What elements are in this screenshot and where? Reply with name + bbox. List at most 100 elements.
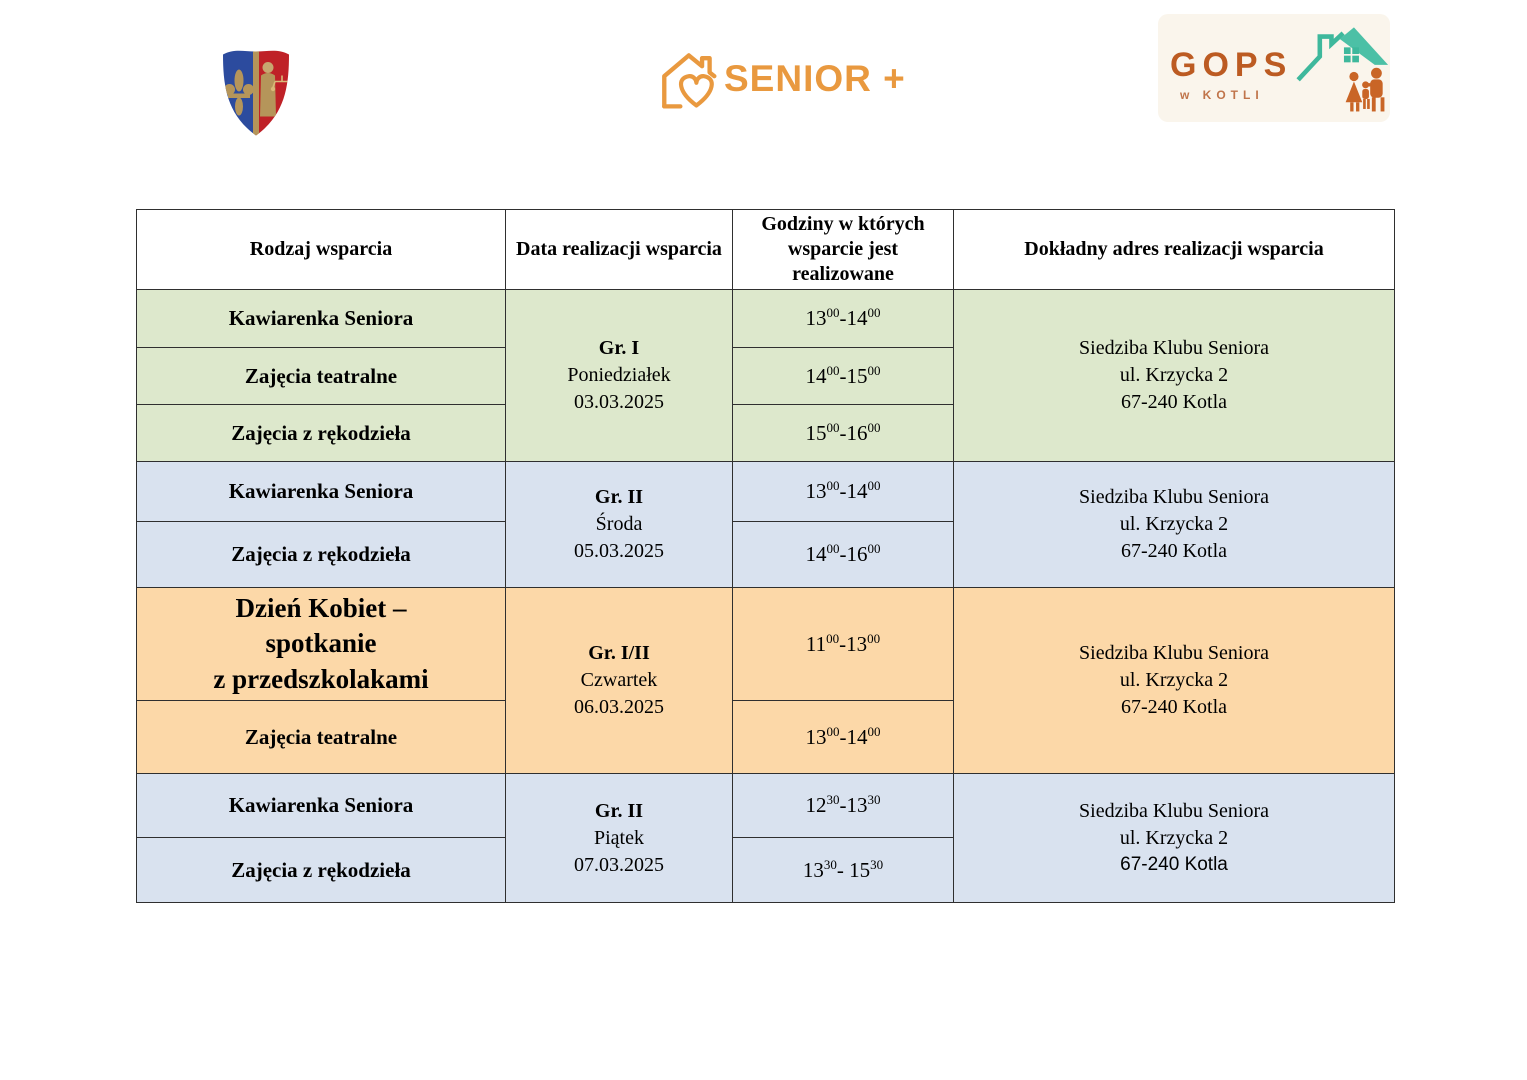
time-range: 1330- 1530 — [732, 837, 954, 903]
start-minutes-sup: 00 — [826, 305, 840, 320]
end-hour: 15 — [846, 363, 868, 388]
start-minutes-sup: 30 — [826, 792, 840, 807]
table-row: Kawiarenka Seniora Gr. II Środa 05.03.20… — [136, 461, 1395, 588]
time-range: 1230-1330 — [732, 773, 954, 838]
time-range: 1300-1400 — [732, 461, 954, 522]
start-hour: 11 — [805, 631, 827, 656]
start-hour: 13 — [802, 857, 824, 882]
activity-cell: Kawiarenka Seniora — [136, 773, 506, 838]
group-label: Gr. II — [594, 486, 644, 508]
address-line: ul. Krzycka 2 — [1119, 669, 1229, 691]
start-minutes-sup: 00 — [826, 630, 840, 646]
address-cell: Siedziba Klubu Seniora ul. Krzycka 2 67-… — [953, 289, 1395, 462]
table-row: Kawiarenka Seniora Gr. II Piątek 07.03.2… — [136, 773, 1395, 903]
schedule-cell: Gr. II Środa 05.03.2025 — [505, 461, 733, 588]
coat-of-arms-kotla-icon — [216, 40, 296, 145]
group-label: Gr. I/II — [588, 642, 650, 664]
col-header-godziny: Godziny w których wsparcie jest realizow… — [732, 209, 954, 290]
date-label: 05.03.2025 — [574, 540, 664, 562]
header-row: Rodzaj wsparcia Data realizacji wsparcia… — [136, 209, 1395, 290]
fleur-de-lis-icon — [224, 69, 254, 116]
start-minutes-sup: 00 — [826, 541, 840, 556]
end-minutes-sup: 00 — [867, 541, 881, 556]
address-line: ul. Krzycka 2 — [1119, 364, 1229, 386]
end-hour: 14 — [846, 479, 868, 503]
end-minutes-sup: 00 — [867, 478, 881, 493]
dash: - — [839, 479, 847, 503]
start-hour: 13 — [805, 479, 827, 503]
time-range: 1300-1400 — [732, 289, 954, 348]
dash: - — [839, 306, 847, 330]
end-hour: 14 — [846, 724, 868, 749]
time-range: 1400-1600 — [732, 521, 954, 588]
address-line: ul. Krzycka 2 — [1119, 827, 1229, 850]
day-label: Czwartek — [580, 669, 658, 691]
col-header-rodzaj-wsparcia: Rodzaj wsparcia — [136, 209, 506, 290]
day-label: Środa — [595, 513, 643, 535]
house-heart-icon — [662, 53, 717, 109]
start-hour: 14 — [805, 363, 827, 388]
date-label: 03.03.2025 — [574, 391, 664, 413]
table-row: Dzień Kobiet – spotkanie z przedszkolaka… — [136, 587, 1395, 774]
schedule-cell: Gr. I Poniedziałek 03.03.2025 — [505, 289, 733, 462]
end-hour: 16 — [846, 420, 868, 445]
end-hour: 15 — [849, 857, 871, 882]
table-row: Zajęcia teatralne 1400-1500 — [136, 347, 1395, 405]
dash: - — [839, 631, 847, 656]
gops-title: GOPS — [1170, 46, 1293, 84]
table-row: Zajęcia teatralne 1300-1400 — [136, 700, 1395, 774]
address-line: 67-240 Kotla — [1120, 696, 1228, 718]
start-minutes-sup: 00 — [826, 723, 840, 739]
dash: - — [839, 542, 847, 566]
address-line: 67-240 Kotla — [1120, 540, 1228, 562]
address-line: 67-240 Kotla — [1120, 391, 1228, 413]
start-minutes-sup: 30 — [823, 856, 837, 872]
day-label: Poniedziałek — [567, 364, 671, 386]
roof-fill-icon — [1340, 27, 1389, 65]
address-line: Siedziba Klubu Seniora — [1079, 642, 1269, 664]
senior-plus-wordmark: SENIOR + — [724, 58, 906, 99]
col-header-data-realizacji: Data realizacji wsparcia — [505, 209, 733, 290]
time-range: 1300-1400 — [732, 700, 954, 774]
address-cell: Siedziba Klubu Seniora ul. Krzycka 2 67-… — [953, 587, 1395, 774]
end-minutes-sup: 00 — [867, 723, 881, 739]
activity-cell: Kawiarenka Seniora — [136, 289, 506, 348]
date-label: 06.03.2025 — [574, 696, 664, 718]
end-minutes-sup: 00 — [867, 305, 881, 320]
dash: - — [839, 793, 847, 817]
table-row: Zajęcia z rękodzieła 1400-1600 — [136, 521, 1395, 588]
activity-cell: Kawiarenka Seniora — [136, 461, 506, 522]
end-minutes-sup: 00 — [867, 419, 881, 435]
family-icon — [1345, 67, 1385, 112]
day-label: Piątek — [594, 826, 644, 849]
start-minutes-sup: 00 — [826, 478, 840, 493]
schedule-cell: Gr. I/II Czwartek 06.03.2025 — [505, 587, 733, 774]
address-line: Siedziba Klubu Seniora — [1079, 800, 1269, 823]
table-row: Kawiarenka Seniora Gr. I Poniedziałek 03… — [136, 289, 1395, 462]
dash: - — [839, 420, 847, 445]
time-range: 1400-1500 — [732, 347, 954, 405]
activity-cell: Zajęcia z rękodzieła — [136, 837, 506, 903]
schedule-cell: Gr. II Piątek 07.03.2025 — [505, 773, 733, 903]
window-icon — [1344, 47, 1360, 63]
start-minutes-sup: 00 — [826, 419, 840, 435]
schedule-table: Rodzaj wsparcia Data realizacji wsparcia… — [136, 209, 1395, 903]
roof-outline-icon — [1296, 31, 1345, 82]
gops-logo: GOPS w KOTLI — [1158, 14, 1390, 122]
address-line: Siedziba Klubu Seniora — [1079, 337, 1269, 359]
activity-cell: Dzień Kobiet – spotkanie z przedszkolaka… — [136, 587, 506, 701]
time-range: 1500-1600 — [732, 404, 954, 462]
activity-cell: Zajęcia teatralne — [136, 700, 506, 774]
address-line: Siedziba Klubu Seniora — [1079, 486, 1269, 508]
activity-cell: Zajęcia z rękodzieła — [136, 521, 506, 588]
start-minutes-sup: 00 — [826, 362, 840, 378]
time-range: 1100-1300 — [732, 587, 954, 701]
senior-plus-logo: SENIOR + — [652, 44, 906, 114]
start-hour: 13 — [805, 724, 827, 749]
start-hour: 14 — [805, 542, 827, 566]
gops-wordmark: GOPS w KOTLI — [1170, 48, 1292, 102]
group-label: Gr. II — [594, 799, 644, 822]
date-label: 07.03.2025 — [574, 853, 664, 876]
table-row: Zajęcia z rękodzieła 1330- 1530 — [136, 837, 1395, 903]
